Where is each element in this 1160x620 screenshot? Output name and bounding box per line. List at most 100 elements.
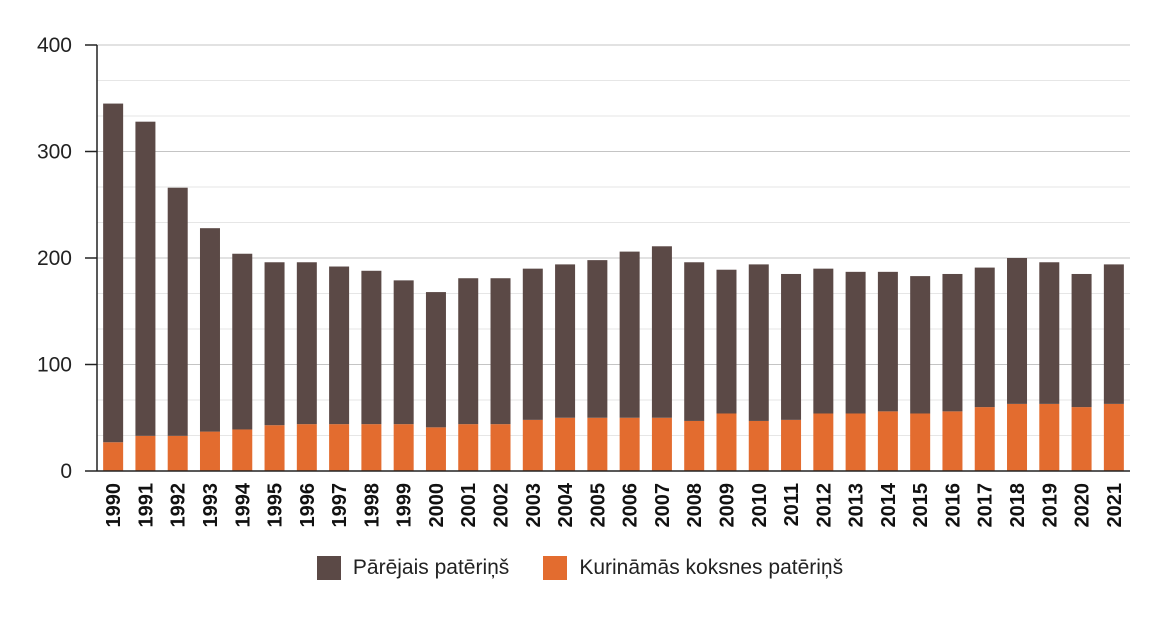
bar-other-2009 (716, 269, 737, 414)
bar-other-2001 (458, 278, 479, 425)
bar-other-2021 (1103, 264, 1124, 404)
bar-other-2008 (684, 262, 705, 421)
bar-other-1999 (393, 280, 414, 425)
x-tick-label: 2014 (878, 482, 900, 527)
bar-firewood-2003 (522, 419, 543, 471)
bar-other-2010 (748, 264, 769, 421)
x-tick-label: 2006 (620, 483, 642, 528)
x-tick-label: 2016 (942, 483, 964, 528)
bar-firewood-2007 (651, 417, 672, 471)
x-axis: 1990 1991 1992 1993 1994 1995 1996 1997 1998 1999… (97, 470, 1130, 528)
bar-other-1990 (103, 103, 124, 443)
x-tick-label: 2002 (491, 483, 513, 528)
bar-firewood-2002 (490, 424, 511, 471)
bar-other-1998 (361, 270, 382, 425)
x-tick-label: 1990 (103, 483, 125, 528)
bar-firewood-1994 (232, 429, 253, 471)
bar-firewood-2020 (1071, 407, 1092, 471)
x-tick-label: 1991 (135, 483, 157, 528)
bar-other-2000 (425, 292, 446, 428)
x-tick-label: 1997 (329, 483, 351, 528)
bar-firewood-1991 (135, 435, 156, 471)
bar-firewood-1999 (393, 424, 414, 471)
bar-other-2007 (651, 246, 672, 418)
bar-firewood-2014 (877, 411, 898, 471)
x-tick-label: 2010 (749, 483, 771, 528)
legend-label-firewood: Kurināmās koksnes patēriņš (579, 556, 844, 579)
bar-other-1992 (167, 187, 188, 436)
bar-firewood-2013 (845, 413, 866, 471)
x-tick-label: 2003 (523, 483, 545, 528)
bar-other-2002 (490, 278, 511, 425)
bar-firewood-1996 (296, 424, 317, 471)
x-tick-label: 1996 (297, 483, 319, 528)
bar-firewood-1998 (361, 424, 382, 471)
bar-other-2012 (813, 268, 834, 414)
y-axis: 0 100 200 300 400 (37, 34, 98, 483)
x-tick-label: 1995 (265, 483, 287, 528)
legend: Pārējais patēriņš Kurināmās koksnes patē… (0, 556, 1160, 580)
y-tick-label: 200 (37, 247, 72, 270)
bar-other-2017 (974, 267, 995, 408)
x-tick-label: 2011 (781, 483, 803, 526)
bar-firewood-2006 (619, 417, 640, 471)
y-tick-label: 100 (37, 354, 72, 377)
bar-firewood-2016 (942, 411, 963, 471)
bar-firewood-1992 (167, 435, 188, 471)
bar-firewood-2011 (781, 419, 802, 471)
legend-label-other: Pārējais patēriņš (352, 556, 510, 579)
bar-firewood-2008 (684, 420, 705, 471)
bar-firewood-2015 (910, 413, 931, 471)
bar-firewood-2019 (1039, 403, 1060, 471)
x-tick-label: 2019 (1039, 483, 1061, 528)
x-tick-label: 2015 (910, 483, 932, 528)
bar-firewood-2009 (716, 413, 737, 471)
x-tick-label: 2007 (652, 483, 674, 528)
legend-swatch-other (316, 556, 341, 580)
bar-firewood-1990 (103, 442, 124, 471)
bar-other-2018 (1007, 258, 1028, 404)
bar-other-2004 (555, 264, 576, 418)
bar-other-2016 (942, 273, 963, 412)
bars (103, 103, 1124, 471)
x-tick-label: 2009 (716, 483, 738, 528)
legend-swatch-firewood (543, 556, 568, 580)
bar-other-1997 (329, 266, 350, 425)
x-tick-label: 2021 (1104, 483, 1126, 528)
x-tick-label: 2008 (684, 483, 706, 528)
x-tick-label: 2000 (426, 483, 448, 528)
bar-other-2005 (587, 260, 608, 418)
x-tick-label: 2017 (975, 483, 997, 528)
bar-firewood-2005 (587, 417, 608, 471)
bar-other-1995 (264, 262, 285, 426)
bar-firewood-2001 (458, 424, 479, 471)
x-tick-label: 2001 (458, 483, 480, 528)
bar-other-1993 (199, 228, 220, 432)
bar-firewood-2021 (1103, 403, 1124, 471)
bar-firewood-2004 (555, 417, 576, 471)
bar-other-2003 (522, 268, 543, 420)
x-tick-label: 1994 (232, 482, 254, 527)
x-tick-label: 1992 (168, 483, 190, 528)
bar-firewood-1997 (329, 424, 350, 471)
x-tick-label: 1999 (394, 483, 416, 528)
bar-firewood-2012 (813, 413, 834, 471)
bar-firewood-1995 (264, 425, 285, 471)
bar-other-2014 (877, 271, 898, 412)
bar-other-1994 (232, 253, 253, 430)
y-tick-label: 300 (37, 141, 72, 164)
legend-item-firewood: Kurināmās koksnes patēriņš (543, 556, 843, 580)
x-tick-label: 1993 (200, 483, 222, 528)
bar-other-2015 (910, 276, 931, 414)
x-tick-label: 2004 (555, 482, 577, 527)
bar-other-1996 (296, 262, 317, 425)
bar-other-2013 (845, 271, 866, 414)
legend-item-other: Pārējais patēriņš (316, 556, 510, 580)
y-tick-label: 400 (37, 34, 72, 57)
bar-firewood-2000 (425, 427, 446, 471)
bar-other-1991 (135, 121, 156, 436)
y-tick-label: 0 (60, 460, 72, 483)
bar-firewood-1993 (199, 431, 220, 471)
x-tick-label: 1998 (361, 483, 383, 528)
